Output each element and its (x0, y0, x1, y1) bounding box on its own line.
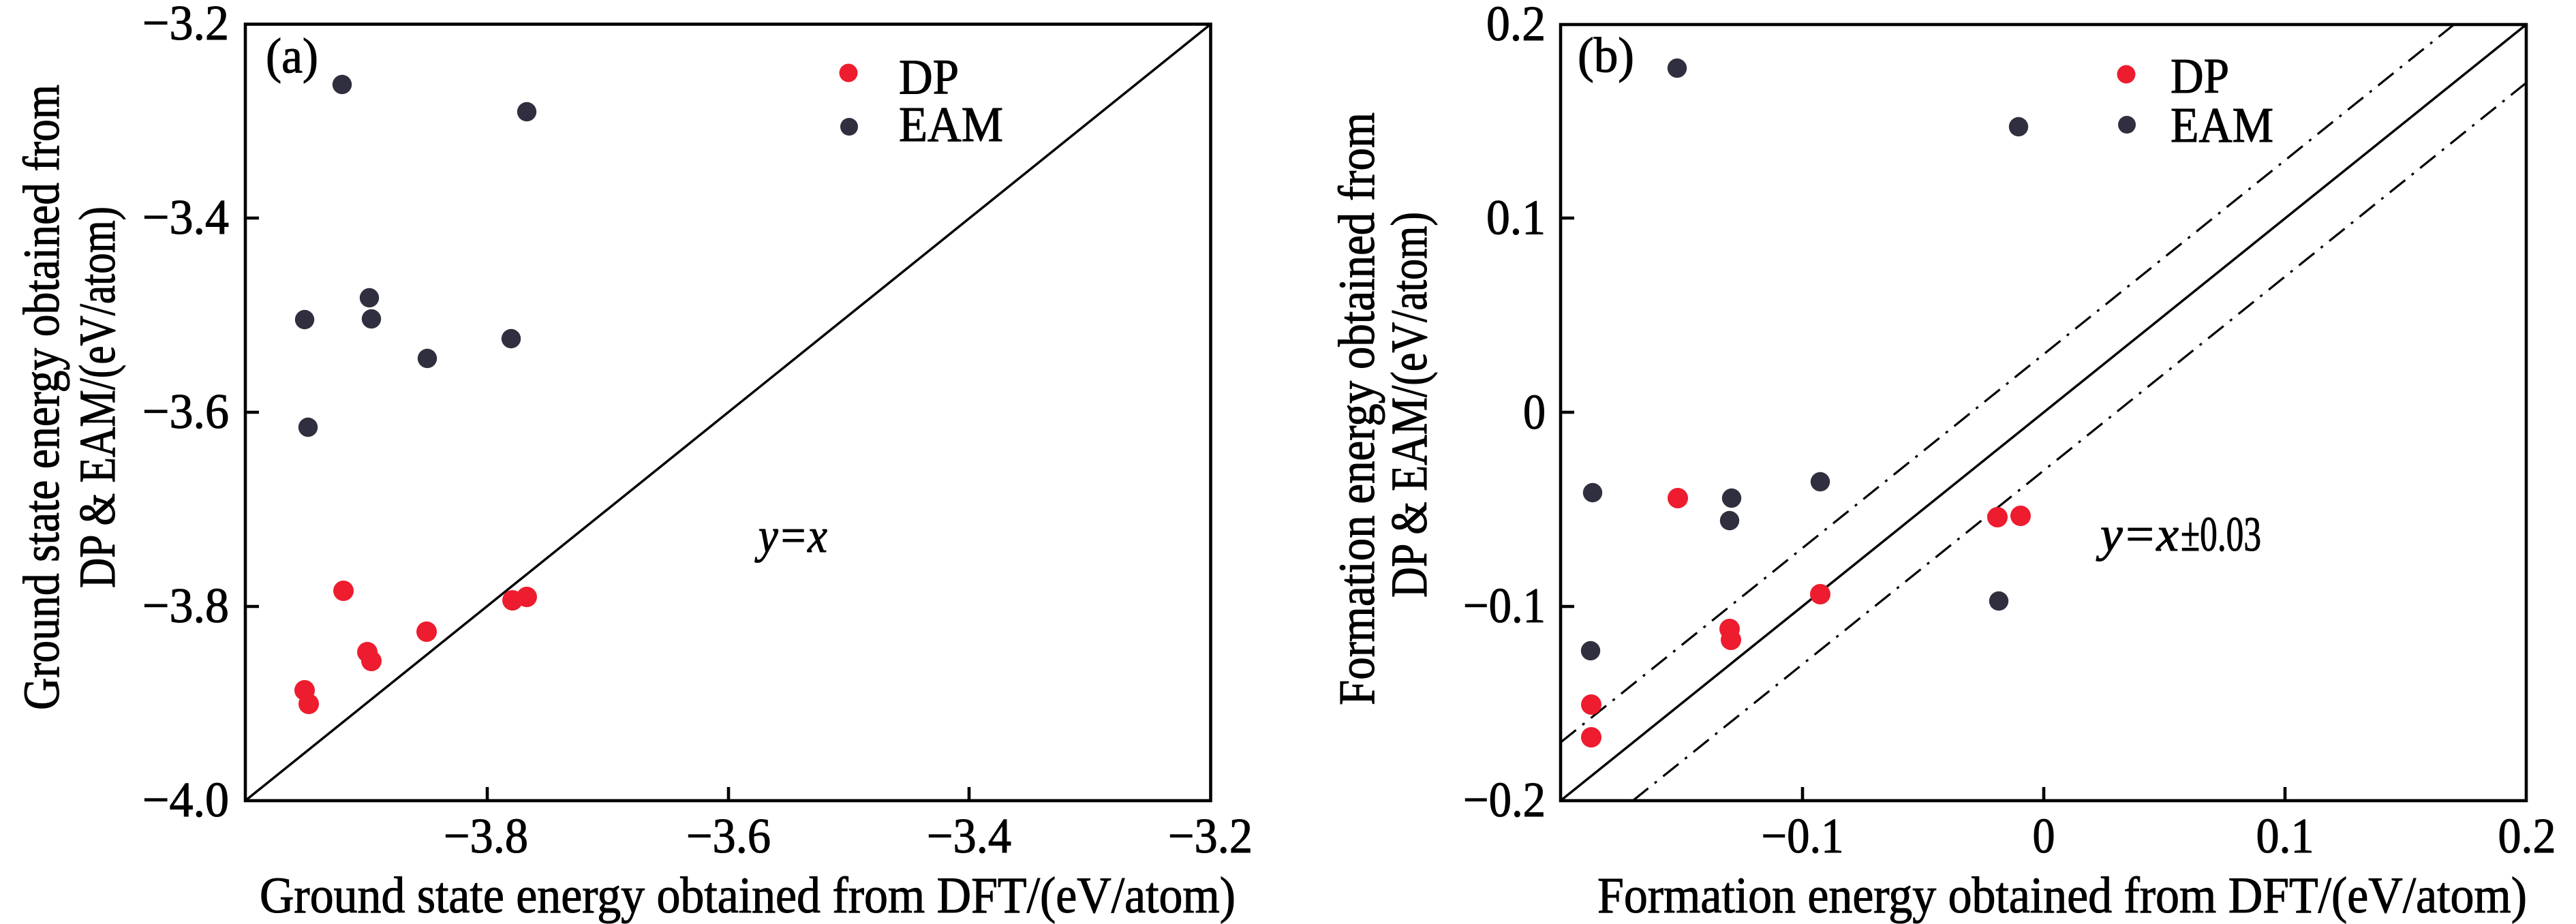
svg-text:(a): (a) (266, 29, 318, 84)
svg-text:DP & EAM/(eV/atom): DP & EAM/(eV/atom) (70, 206, 126, 588)
svg-text:0.2: 0.2 (1486, 0, 1546, 51)
svg-text:Formation energy obtained from: Formation energy obtained from (1329, 112, 1385, 705)
svg-text:0.1: 0.1 (1486, 190, 1546, 245)
svg-text:0.1: 0.1 (2256, 808, 2314, 863)
svg-text:−0.1: −0.1 (1463, 578, 1546, 633)
svg-text:Formation energy obtained from: Formation energy obtained from DFT/(eV/a… (1597, 867, 2527, 924)
svg-text:−3.8: −3.8 (142, 578, 229, 633)
svg-text:DP & EAM/(eV/atom): DP & EAM/(eV/atom) (1381, 212, 1438, 598)
svg-text:y=x: y=x (2096, 507, 2179, 561)
svg-text:−3.8: −3.8 (444, 808, 528, 863)
svg-text:0: 0 (2033, 808, 2055, 863)
svg-text:0: 0 (1523, 384, 1546, 440)
svg-text:DP: DP (2171, 48, 2229, 104)
svg-text:−3.6: −3.6 (686, 808, 771, 863)
svg-text:EAM: EAM (2171, 97, 2273, 153)
svg-text:−4.0: −4.0 (142, 772, 229, 827)
svg-text:−0.1: −0.1 (1762, 808, 1844, 863)
svg-text:−3.4: −3.4 (142, 189, 229, 245)
svg-text:DP: DP (899, 50, 959, 105)
svg-text:±0.03: ±0.03 (2181, 507, 2261, 561)
svg-text:0.2: 0.2 (2498, 808, 2556, 863)
svg-text:(b): (b) (1578, 28, 1634, 83)
svg-text:EAM: EAM (899, 97, 1003, 152)
svg-text:Ground state energy obtained f: Ground state energy obtained from DFT/(e… (260, 867, 1236, 924)
svg-text:−3.6: −3.6 (142, 384, 229, 439)
svg-text:−3.4: −3.4 (927, 808, 1011, 863)
svg-text:−0.2: −0.2 (1463, 772, 1546, 827)
svg-text:−3.2: −3.2 (1168, 808, 1253, 863)
svg-text:Ground state energy obtained f: Ground state energy obtained from (14, 84, 70, 710)
svg-text:y=x: y=x (754, 508, 827, 563)
svg-text:−3.2: −3.2 (142, 0, 229, 50)
